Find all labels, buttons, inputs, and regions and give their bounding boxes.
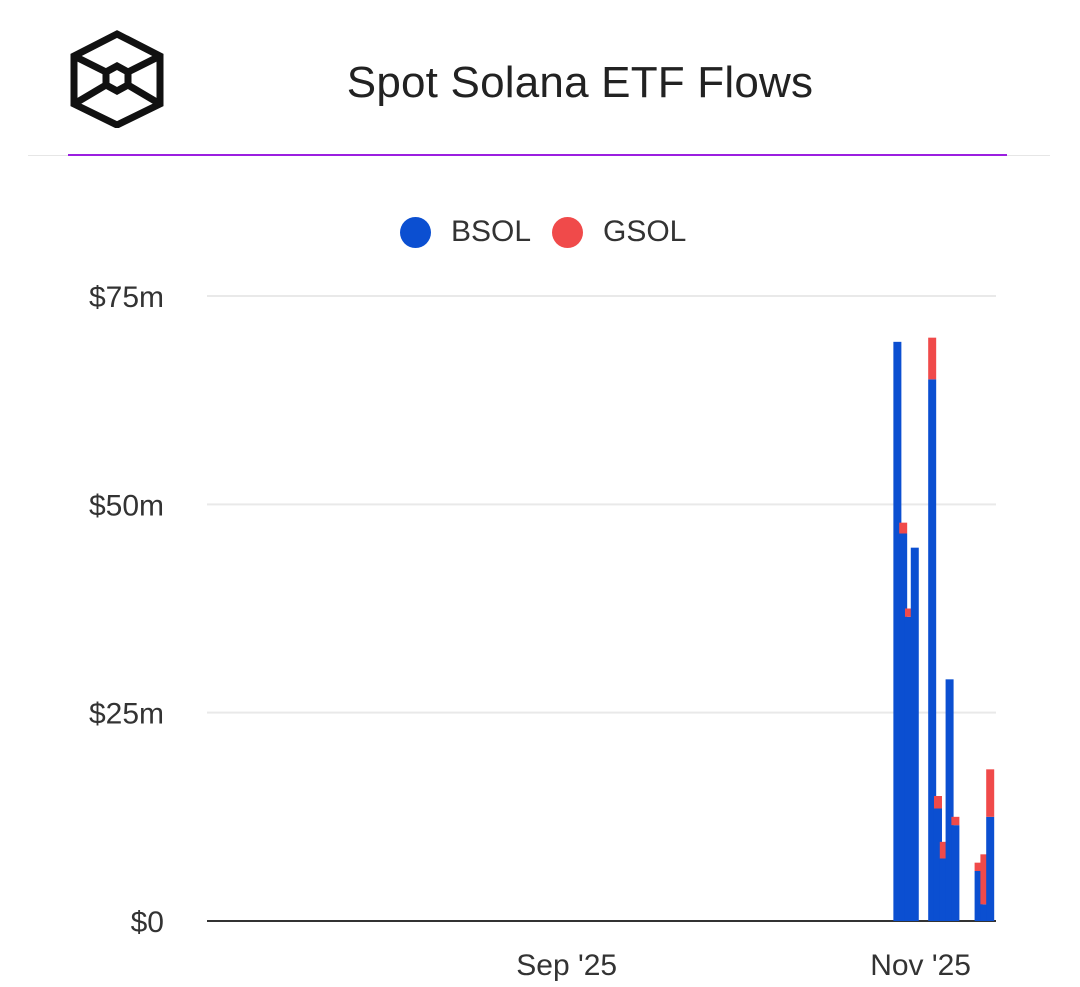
x-tick-label: Sep '25 [516, 949, 617, 982]
bar-gsol [980, 854, 989, 905]
legend-label-bsol: BSOL [451, 215, 532, 248]
bar-bsol [939, 858, 948, 921]
x-tick-label: Nov '25 [870, 949, 971, 982]
page-title: Spot Solana ETF Flows [346, 58, 814, 107]
y-tick-label: $75m [89, 281, 164, 314]
legend-swatch-bsol [400, 216, 431, 248]
bar-gsol [899, 522, 908, 534]
bar-bsol [904, 616, 913, 921]
y-tick-label: $50m [89, 489, 164, 522]
bar-bsol [986, 816, 995, 921]
bar-bsol [951, 825, 960, 921]
bar-bsol [928, 379, 937, 921]
bar-gsol [933, 796, 942, 809]
legend-label-gsol: GSOL [603, 215, 687, 248]
cube-logo-icon [70, 30, 164, 128]
y-tick-label: $25m [89, 698, 164, 731]
bar-gsol [951, 816, 960, 826]
header-accent-rule [68, 154, 1007, 156]
bar-gsol [986, 769, 995, 817]
bar-bsol [933, 808, 942, 921]
bar-bsol [893, 341, 902, 921]
bar-bsol [910, 547, 919, 921]
bar-bsol [974, 871, 983, 921]
bar-gsol [974, 862, 983, 871]
bar-gsol [904, 608, 913, 617]
bar-bsol [945, 679, 954, 921]
bar-gsol [939, 841, 948, 859]
bar-gsol [928, 337, 937, 380]
legend-item-gsol[interactable]: GSOL [552, 212, 686, 252]
legend-swatch-gsol [552, 216, 583, 248]
bar-bsol [980, 904, 989, 921]
chart-legend: BSOL GSOL [0, 212, 1080, 252]
bar-bsol [899, 533, 908, 921]
chart-header: Spot Solana ETF Flows [0, 0, 1080, 157]
y-tick-label: $0 [131, 906, 164, 939]
legend-item-bsol[interactable]: BSOL [400, 212, 531, 252]
